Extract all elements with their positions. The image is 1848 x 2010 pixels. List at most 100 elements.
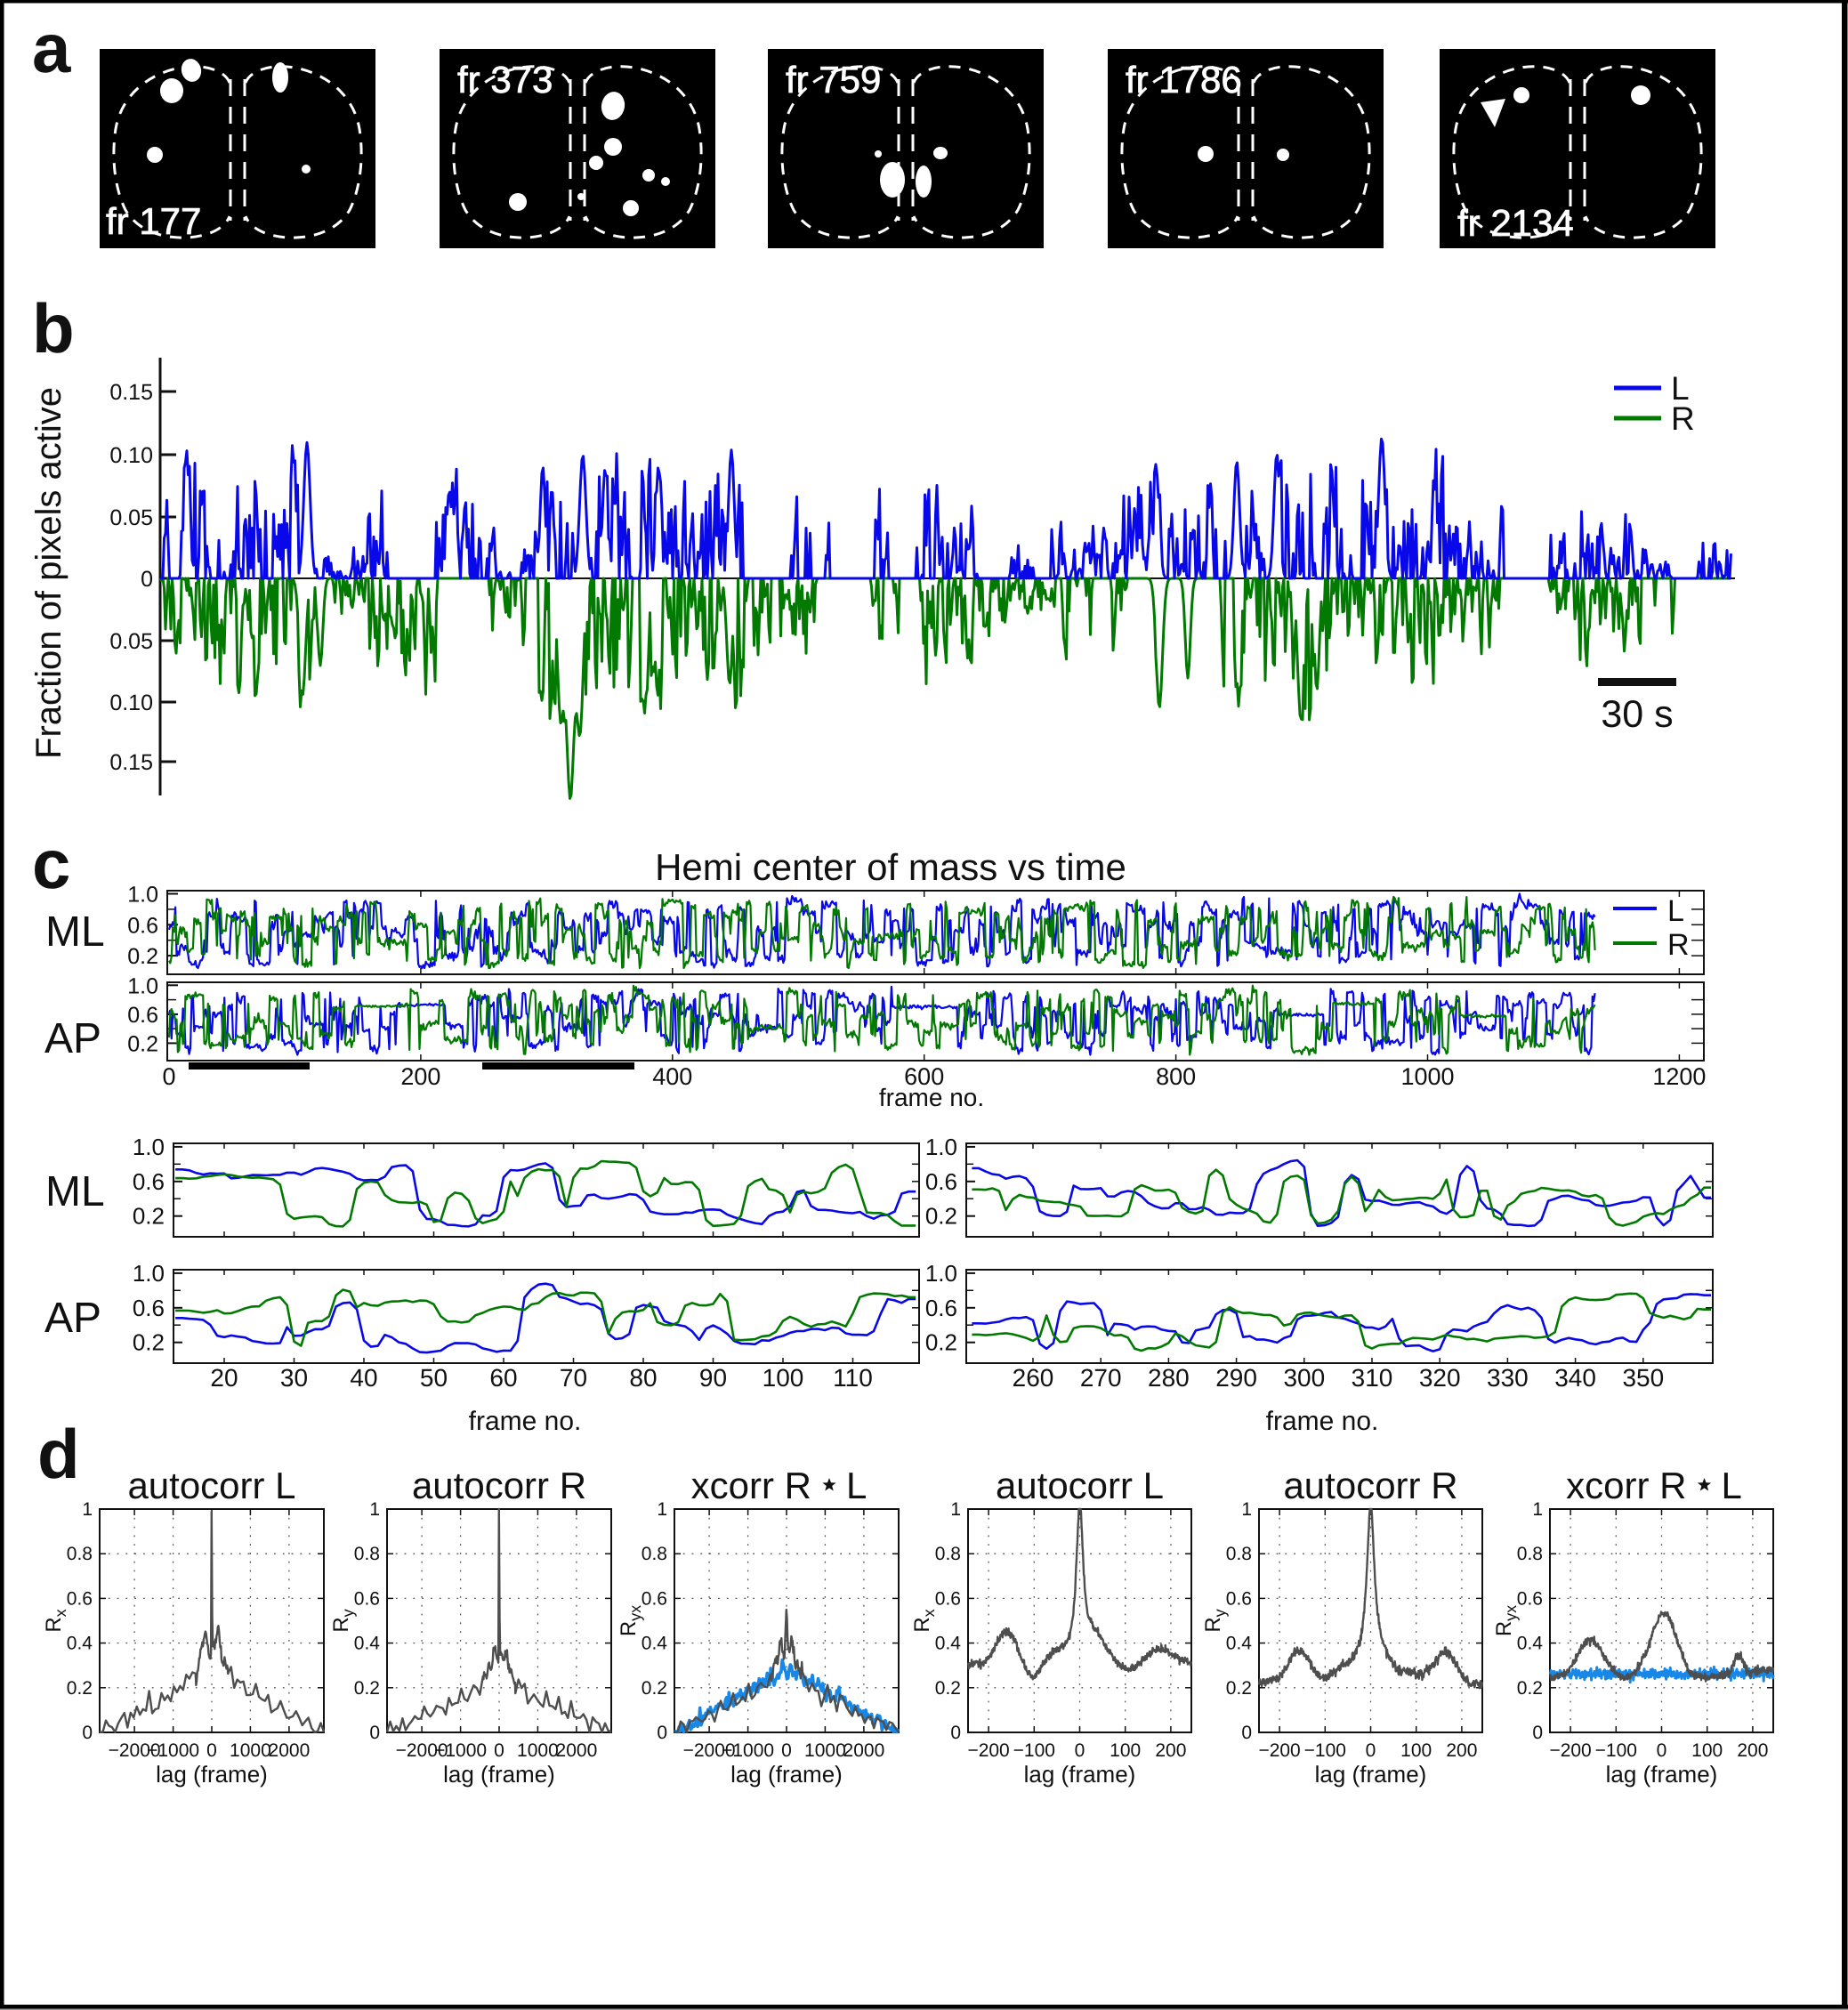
svg-text:320: 320 [1419, 1364, 1461, 1392]
svg-text:0.6: 0.6 [642, 1588, 667, 1609]
svg-text:0: 0 [1241, 1723, 1252, 1743]
svg-text:0.2: 0.2 [127, 1031, 158, 1056]
svg-text:frame no.: frame no. [1266, 1407, 1379, 1436]
svg-text:0: 0 [950, 1723, 961, 1743]
svg-text:1: 1 [82, 1499, 93, 1520]
svg-text:0.2: 0.2 [925, 1203, 957, 1230]
svg-text:0: 0 [141, 567, 153, 592]
svg-text:0.2: 0.2 [133, 1329, 165, 1356]
svg-text:R: R [1667, 928, 1690, 962]
svg-text:0: 0 [162, 1063, 175, 1090]
svg-text:2000: 2000 [556, 1740, 598, 1761]
svg-text:frame no.: frame no. [469, 1407, 582, 1436]
svg-text:1200: 1200 [1652, 1063, 1706, 1090]
svg-text:Fraction of pixels active: Fraction of pixels active [29, 387, 69, 759]
svg-text:lag (frame): lag (frame) [156, 1761, 268, 1788]
svg-text:−200: −200 [967, 1740, 1009, 1761]
svg-text:ML: ML [45, 908, 105, 956]
svg-text:1: 1 [1241, 1499, 1252, 1520]
svg-text:−1000: −1000 [147, 1740, 199, 1761]
svg-text:0.6: 0.6 [133, 1295, 165, 1321]
svg-text:0.05: 0.05 [109, 629, 153, 654]
svg-text:0.4: 0.4 [1517, 1634, 1544, 1654]
svg-text:0: 0 [206, 1740, 217, 1761]
svg-text:0.10: 0.10 [109, 690, 153, 715]
svg-text:40: 40 [350, 1364, 377, 1392]
svg-text:0.4: 0.4 [935, 1634, 962, 1654]
svg-text:1.0: 1.0 [127, 973, 158, 998]
svg-text:−100: −100 [1595, 1740, 1637, 1761]
svg-text:2000: 2000 [843, 1740, 885, 1761]
svg-text:autocorr R: autocorr R [1283, 1465, 1457, 1506]
svg-text:0.8: 0.8 [1517, 1544, 1543, 1564]
svg-text:110: 110 [833, 1364, 873, 1392]
svg-text:1000: 1000 [1400, 1063, 1454, 1090]
svg-text:0.8: 0.8 [642, 1544, 667, 1564]
svg-text:1.0: 1.0 [133, 1134, 165, 1160]
svg-text:330: 330 [1487, 1364, 1529, 1392]
svg-text:0: 0 [1075, 1740, 1085, 1761]
svg-text:20: 20 [210, 1364, 238, 1392]
svg-text:0.6: 0.6 [354, 1588, 380, 1609]
svg-text:90: 90 [699, 1364, 727, 1392]
svg-text:xcorr R: xcorr R [691, 1465, 811, 1506]
svg-text:ML: ML [45, 1168, 105, 1215]
svg-text:−100: −100 [1304, 1740, 1346, 1761]
svg-text:0.15: 0.15 [109, 380, 153, 405]
svg-text:R: R [1671, 400, 1695, 437]
svg-text:280: 280 [1148, 1364, 1190, 1392]
svg-text:0.2: 0.2 [925, 1329, 957, 1356]
svg-text:0: 0 [657, 1723, 667, 1743]
svg-text:1: 1 [369, 1499, 380, 1520]
svg-text:0.8: 0.8 [67, 1544, 93, 1564]
svg-text:0.4: 0.4 [354, 1634, 381, 1654]
svg-text:290: 290 [1215, 1364, 1257, 1392]
svg-text:100: 100 [1400, 1740, 1432, 1761]
svg-text:0.6: 0.6 [127, 1003, 158, 1028]
svg-text:2000: 2000 [269, 1740, 311, 1761]
svg-text:1000: 1000 [804, 1740, 846, 1761]
svg-text:0: 0 [1657, 1740, 1667, 1761]
svg-text:autocorr L: autocorr L [996, 1465, 1164, 1506]
svg-text:260: 260 [1013, 1364, 1054, 1392]
svg-text:frame no.: frame no. [879, 1084, 984, 1111]
svg-text:1.0: 1.0 [925, 1260, 957, 1287]
svg-text:1.0: 1.0 [127, 883, 158, 908]
svg-text:−200: −200 [1549, 1740, 1591, 1761]
svg-text:xcorr R: xcorr R [1566, 1465, 1686, 1506]
svg-text:fr 759: fr 759 [786, 59, 881, 101]
svg-text:600: 600 [904, 1063, 944, 1090]
svg-text:0: 0 [781, 1740, 792, 1761]
svg-text:−200: −200 [1258, 1740, 1300, 1761]
svg-text:1.0: 1.0 [925, 1134, 957, 1160]
svg-text:lag (frame): lag (frame) [730, 1761, 843, 1788]
svg-text:270: 270 [1080, 1364, 1122, 1392]
svg-text:L: L [1671, 370, 1690, 407]
svg-text:0.4: 0.4 [1226, 1634, 1253, 1654]
svg-text:0.8: 0.8 [1226, 1544, 1252, 1564]
svg-text:1: 1 [950, 1499, 961, 1520]
svg-text:0.8: 0.8 [354, 1544, 380, 1564]
svg-text:310: 310 [1352, 1364, 1393, 1392]
svg-text:0.6: 0.6 [1517, 1588, 1543, 1609]
svg-text:AP: AP [44, 1015, 101, 1062]
svg-text:0.15: 0.15 [109, 750, 153, 775]
svg-text:L: L [1667, 894, 1684, 928]
svg-text:L: L [846, 1465, 867, 1506]
svg-text:70: 70 [560, 1364, 587, 1392]
svg-text:fr 1786: fr 1786 [1126, 59, 1242, 101]
svg-text:80: 80 [629, 1364, 657, 1392]
svg-text:fr 2134: fr 2134 [1457, 202, 1574, 244]
svg-text:50: 50 [420, 1364, 448, 1392]
svg-text:lag (frame): lag (frame) [1024, 1761, 1136, 1788]
svg-text:30: 30 [280, 1364, 308, 1392]
svg-text:d: d [37, 1415, 80, 1493]
svg-text:0.2: 0.2 [1226, 1678, 1252, 1699]
svg-text:autocorr R: autocorr R [412, 1465, 586, 1506]
svg-text:100: 100 [1110, 1740, 1141, 1761]
svg-text:0: 0 [1532, 1723, 1543, 1743]
svg-text:−2000: −2000 [683, 1740, 736, 1761]
svg-text:0.2: 0.2 [354, 1678, 380, 1699]
svg-text:800: 800 [1156, 1063, 1196, 1090]
svg-text:1: 1 [657, 1499, 667, 1520]
